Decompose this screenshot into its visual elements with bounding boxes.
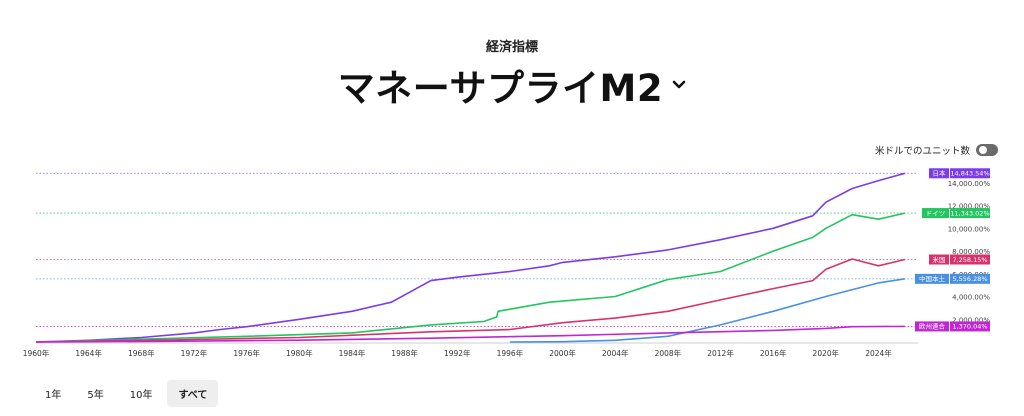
x-tick-label: 2024年: [865, 348, 892, 358]
usd-unit-toggle[interactable]: [976, 144, 998, 156]
x-tick-label: 1964年: [75, 348, 102, 358]
x-tick-label: 1972年: [181, 348, 208, 358]
x-tick-label: 1996年: [497, 348, 524, 358]
chevron-down-icon[interactable]: [672, 78, 686, 92]
series-name-label: 米国: [933, 255, 946, 264]
series-value-box: [950, 321, 990, 332]
y-tick-label: 4,000.00%: [952, 294, 990, 302]
range-button-3[interactable]: すべて: [167, 380, 219, 407]
x-tick-label: 1968年: [128, 348, 155, 358]
y-tick-label: 10,000.00%: [948, 225, 991, 233]
x-tick-label: 2012年: [707, 348, 734, 358]
page-subtitle: 経済指標: [485, 40, 538, 55]
range-button-1[interactable]: 5年: [87, 390, 104, 401]
x-tick-label: 1980年: [286, 348, 313, 358]
x-tick-label: 1960年: [23, 348, 50, 358]
series-name-label: 欧州連合: [919, 322, 946, 331]
series-line-0[interactable]: [35, 172, 906, 343]
series-name-box: [929, 168, 949, 179]
y-tick-label: 2,000.00%: [952, 316, 990, 324]
x-tick-label: 2016年: [760, 348, 787, 358]
usd-unit-toggle-row: 米ドルでのユニット数: [875, 143, 998, 157]
title-row: マネーサプライM2: [0, 58, 1024, 112]
series-value-box: [950, 208, 990, 219]
series-line-3[interactable]: [509, 278, 905, 343]
series-name-label: 中国本土: [919, 274, 946, 283]
x-tick-label: 1976年: [233, 348, 260, 358]
time-range-selector: 1年 5年 10年 すべて: [34, 380, 219, 407]
series-name-box: [915, 321, 949, 332]
y-tick-label: 14,000.00%: [948, 180, 991, 188]
series-value-label: 14,843.54%: [950, 170, 989, 178]
page-title[interactable]: マネーサプライM2: [337, 67, 664, 110]
series-line-4[interactable]: [35, 325, 905, 343]
y-tick-label: 12,000.00%: [948, 203, 991, 211]
usd-unit-toggle-label: 米ドルでのユニット数: [874, 146, 970, 157]
range-button-2[interactable]: 10年: [129, 390, 153, 401]
series-value-label: 7,258.15%: [952, 256, 987, 264]
series-value-label: 11,343.02%: [950, 209, 989, 217]
series-value-box: [950, 168, 990, 179]
series-value-label: 5,556.28%: [952, 275, 987, 283]
series-name-label: ドイツ: [926, 209, 946, 217]
x-tick-label: 2008年: [655, 348, 682, 358]
series-name-box: [915, 273, 949, 284]
x-tick-label: 1984年: [339, 348, 366, 358]
series-value-box: [950, 273, 990, 284]
x-tick-label: 1988年: [391, 348, 418, 358]
m2-chart: 2,000.00%4,000.00%6,000.00%8,000.00%10,0…: [23, 168, 991, 358]
series-value-box: [950, 254, 990, 265]
series-line-2[interactable]: [35, 258, 905, 343]
x-tick-label: 2020年: [813, 348, 840, 358]
x-tick-label: 2004年: [602, 348, 629, 358]
series-line-1[interactable]: [35, 212, 905, 343]
range-button-0[interactable]: 1年: [45, 390, 62, 401]
series-value-label: 1,370.04%: [952, 323, 987, 331]
series-name-label: 日本: [933, 169, 947, 178]
toggle-knob: [979, 146, 987, 154]
x-tick-label: 2000年: [549, 348, 576, 358]
series-name-box: [929, 254, 949, 265]
series-name-box: [922, 208, 949, 219]
x-tick-label: 1992年: [444, 348, 471, 358]
y-tick-label: 8,000.00%: [952, 248, 990, 256]
